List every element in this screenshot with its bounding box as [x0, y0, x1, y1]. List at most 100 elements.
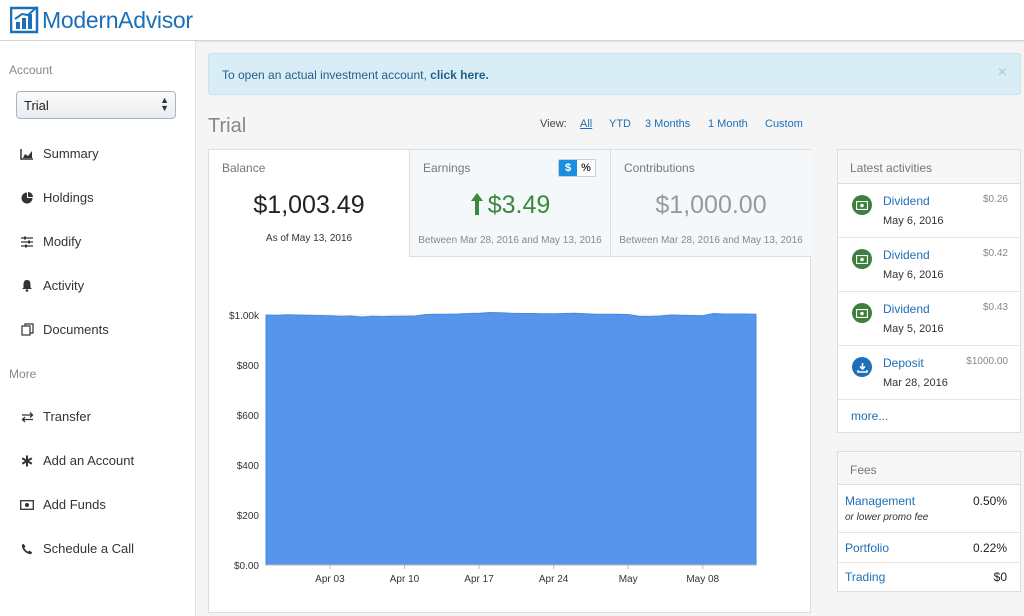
earnings-label: Earnings	[423, 161, 471, 175]
view-3-months-link[interactable]: 3 Months	[645, 118, 691, 130]
more-heading: More	[9, 367, 37, 381]
fee-row-management: Management 0.50% or lower promo fee	[838, 485, 1020, 533]
account-heading: Account	[9, 63, 53, 77]
portfolio-fee-link[interactable]: Portfolio	[845, 541, 890, 555]
y-tick-label: $1.00k	[229, 311, 260, 322]
account-select[interactable]: Trial ▲ ▼	[16, 91, 176, 119]
activity-title[interactable]: Deposit	[883, 356, 924, 370]
balance-chart[interactable]: $0.00 $200 $400 $600 $800 $1.00k Apr 03 Apr 10 A…	[209, 290, 810, 590]
x-tick-label: May	[619, 574, 638, 585]
activity-amount: $1000.00	[966, 356, 1008, 367]
balance-date: As of May 13, 2016	[265, 233, 353, 244]
activities-heading: Latest activities	[838, 150, 1020, 184]
balance-area-series	[265, 311, 757, 566]
dividend-icon	[852, 303, 872, 323]
alert-message: To open an actual investment account, cl…	[222, 68, 489, 82]
money-icon	[20, 498, 34, 512]
sidebar-item-transfer[interactable]: Transfer	[20, 409, 91, 424]
page-title: Trial	[208, 115, 247, 137]
balance-tab[interactable]: Balance $1,003.49 As of May 13, 2016	[209, 150, 409, 257]
activity-title[interactable]: Dividend	[883, 194, 930, 208]
activity-item[interactable]: Dividend May 5, 2016 $0.43	[838, 292, 1020, 346]
trading-fee-value: $0	[993, 570, 1007, 584]
logo-icon	[10, 6, 39, 34]
sidebar-item-modify[interactable]: Modify	[20, 234, 81, 249]
y-tick-label: $400	[237, 461, 260, 472]
management-fee-value: 0.50%	[972, 494, 1007, 508]
y-tick-label: $200	[237, 511, 260, 522]
activity-title[interactable]: Dividend	[883, 302, 930, 316]
view-ytd-link[interactable]: YTD	[609, 118, 631, 130]
x-tick-label: Apr 24	[539, 574, 569, 585]
phone-icon	[20, 542, 34, 556]
activity-date: May 6, 2016	[883, 215, 944, 227]
activity-amount: $0.42	[982, 248, 1008, 259]
select-arrows-icon: ▲ ▼	[160, 95, 169, 113]
balance-value: $1,003.49	[253, 191, 365, 219]
fee-row-portfolio: Portfolio 0.22%	[838, 533, 1020, 563]
fees-heading: Fees	[838, 452, 1020, 485]
close-icon[interactable]: ×	[997, 64, 1007, 81]
activity-title[interactable]: Dividend	[883, 248, 930, 262]
activity-item[interactable]: Dividend May 6, 2016 $0.42	[838, 238, 1020, 292]
sidebar-item-label: Summary	[43, 146, 99, 161]
sidebar-item-label: Add Funds	[43, 497, 106, 512]
activity-date: Mar 28, 2016	[883, 377, 948, 389]
arrow-up-icon	[470, 193, 483, 215]
activity-item[interactable]: Deposit Mar 28, 2016 $1000.00	[838, 346, 1020, 400]
area-chart-icon	[20, 147, 34, 161]
contributions-tab[interactable]: Contributions $1,000.00 Between Mar 28, …	[610, 150, 811, 257]
view-custom-link[interactable]: Custom	[765, 118, 803, 130]
contributions-range: Between Mar 28, 2016 and May 13, 2016	[619, 235, 803, 246]
x-tick-label: Apr 10	[390, 574, 420, 585]
sidebar-item-label: Add an Account	[43, 453, 135, 468]
activity-date: May 5, 2016	[883, 323, 944, 335]
sidebar-item-add-account[interactable]: Add an Account	[20, 453, 134, 468]
earnings-tab[interactable]: Earnings $ % $3.49 Between Mar 28, 2016 …	[409, 150, 610, 257]
percent-toggle-button[interactable]: %	[577, 160, 595, 176]
bell-icon	[20, 279, 34, 293]
y-tick-label: $800	[237, 361, 260, 372]
sidebar-item-holdings[interactable]: Holdings	[20, 190, 94, 205]
sidebar-item-summary[interactable]: Summary	[20, 146, 99, 161]
activity-amount: $0.26	[982, 194, 1008, 205]
earnings-unit-toggle: $ %	[558, 159, 596, 177]
info-alert: To open an actual investment account, cl…	[208, 53, 1021, 95]
top-bar: ModernAdvisor	[0, 0, 1024, 41]
management-fee-link[interactable]: Management	[845, 494, 916, 508]
x-tick-label: Apr 03	[315, 574, 345, 585]
performance-card: Balance $1,003.49 As of May 13, 2016 Ear…	[208, 149, 811, 613]
pie-chart-icon	[20, 191, 34, 205]
balance-label: Balance	[222, 161, 266, 175]
view-1-month-link[interactable]: 1 Month	[708, 118, 748, 130]
sidebar-item-label: Activity	[43, 278, 85, 293]
earnings-value-wrap: $3.49	[410, 191, 610, 220]
fees-panel: Fees Management 0.50% or lower promo fee…	[837, 451, 1021, 592]
view-label: View:	[540, 118, 567, 130]
activity-amount: $0.43	[982, 302, 1008, 313]
sidebar-item-activity[interactable]: Activity	[20, 278, 84, 293]
sidebar-item-label: Modify	[43, 234, 82, 249]
dividend-icon	[852, 195, 872, 215]
sidebar-item-documents[interactable]: Documents	[20, 322, 109, 337]
earnings-range: Between Mar 28, 2016 and May 13, 2016	[418, 235, 602, 246]
dollar-toggle-button[interactable]: $	[559, 160, 577, 176]
sidebar-item-label: Holdings	[43, 190, 94, 205]
sidebar-item-add-funds[interactable]: Add Funds	[20, 497, 106, 512]
activity-item[interactable]: Dividend May 6, 2016 $0.26	[838, 184, 1020, 238]
sidebar-item-label: Schedule a Call	[43, 541, 135, 556]
transfer-icon	[20, 410, 34, 424]
brand-name: ModernAdvisor	[42, 6, 193, 33]
y-tick-label: $600	[237, 411, 260, 422]
sidebar-item-schedule-call[interactable]: Schedule a Call	[20, 541, 134, 556]
contributions-label: Contributions	[624, 161, 695, 175]
y-tick-label: $0.00	[234, 561, 259, 572]
download-icon	[852, 357, 872, 377]
brand-logo[interactable]: ModernAdvisor	[10, 6, 193, 34]
trading-fee-link[interactable]: Trading	[845, 570, 886, 584]
documents-icon	[20, 323, 34, 337]
alert-link[interactable]: click here.	[430, 68, 489, 82]
view-all-link[interactable]: All	[580, 118, 593, 130]
more-activities-link[interactable]: more...	[851, 409, 889, 423]
x-tick-label: May 08	[686, 574, 719, 585]
